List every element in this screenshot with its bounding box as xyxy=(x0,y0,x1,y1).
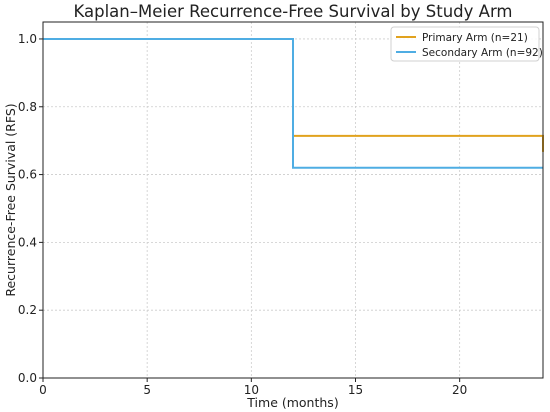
legend-box xyxy=(390,26,540,62)
x-axis-ticks: 0 5 10 15 20 xyxy=(39,378,467,397)
y-axis-ticks: 0.0 0.2 0.4 0.6 0.8 1.0 xyxy=(18,32,43,385)
chart-title: Kaplan–Meier Recurrence-Free Survival by… xyxy=(73,2,512,21)
y-tick-label: 0.2 xyxy=(18,303,37,317)
x-tick-label: 5 xyxy=(143,383,151,397)
series-line-2 xyxy=(43,37,543,169)
legend-label-2: Secondary Arm (n=92) xyxy=(422,47,543,59)
y-tick-label: 0.0 xyxy=(18,371,37,385)
x-tick-label: 15 xyxy=(348,383,363,397)
x-tick-label: 20 xyxy=(452,383,467,397)
x-axis-label: Time (months) xyxy=(246,395,338,410)
y-tick-label: 1.0 xyxy=(18,32,37,46)
y-tick-label: 0.6 xyxy=(18,168,37,182)
y-tick-label: 0.8 xyxy=(18,100,37,114)
legend-label-1: Primary Arm (n=21) xyxy=(422,32,528,44)
x-tick-label: 10 xyxy=(244,383,259,397)
plot-frame xyxy=(42,21,544,379)
legend: Primary Arm (n=21) Secondary Arm (n=92) xyxy=(390,26,543,62)
y-tick-label: 0.4 xyxy=(18,235,37,249)
x-tick-label: 0 xyxy=(39,383,47,397)
y-axis-label: Recurrence-Free Survival (RFS) xyxy=(3,103,18,296)
